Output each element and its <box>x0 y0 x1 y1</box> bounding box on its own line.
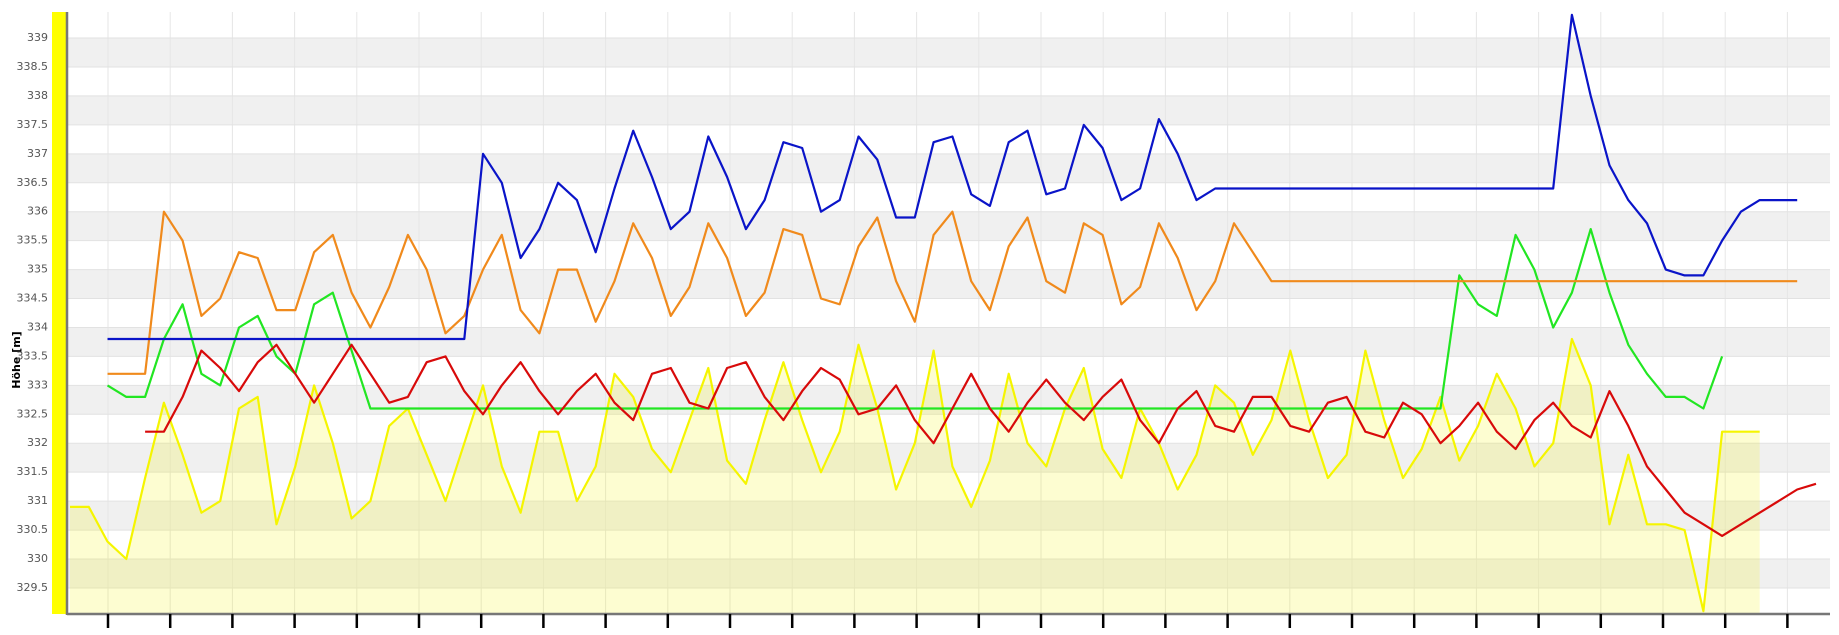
grid-band <box>67 501 1830 531</box>
y-tick-label: 336 <box>27 205 48 218</box>
grid-band <box>67 559 1830 588</box>
grid-band <box>67 327 1830 357</box>
y-tick-label: 329.5 <box>17 581 49 594</box>
y-tick-label: 339 <box>27 31 48 44</box>
y-tick-label: 333.5 <box>17 349 49 362</box>
y-tick-label: 331 <box>27 494 48 507</box>
y-tick-label: 337.5 <box>17 118 49 131</box>
y-tick-label: 336.5 <box>17 176 49 189</box>
y-tick-label: 338 <box>27 89 48 102</box>
y-tick-label: 335.5 <box>17 234 49 247</box>
y-tick-label: 334.5 <box>17 292 49 305</box>
series-line <box>145 343 1817 537</box>
y-tick-label: 332 <box>27 436 48 449</box>
series-line <box>107 13 1798 341</box>
area-fill <box>70 339 1760 614</box>
y-tick-label: 335 <box>27 263 48 276</box>
y-tick-label: 331.5 <box>17 465 49 478</box>
grid-band <box>67 95 1830 125</box>
series-line <box>70 337 1760 613</box>
y-tick-label: 337 <box>27 147 48 160</box>
y-tick-label: 330 <box>27 552 48 565</box>
series-line <box>107 210 1798 375</box>
y-axis-label: Höhe [m] <box>10 331 23 388</box>
y-tick-label: 333 <box>27 378 48 391</box>
series-line <box>106 228 1724 410</box>
y-tick-label: 330.5 <box>17 523 49 536</box>
grid-band <box>67 153 1830 183</box>
y-tick-label: 338.5 <box>17 60 49 73</box>
grid-band <box>67 38 1830 67</box>
axis-strip <box>52 12 67 614</box>
y-tick-label: 332.5 <box>17 407 49 420</box>
y-tick-label: 334 <box>27 320 48 333</box>
